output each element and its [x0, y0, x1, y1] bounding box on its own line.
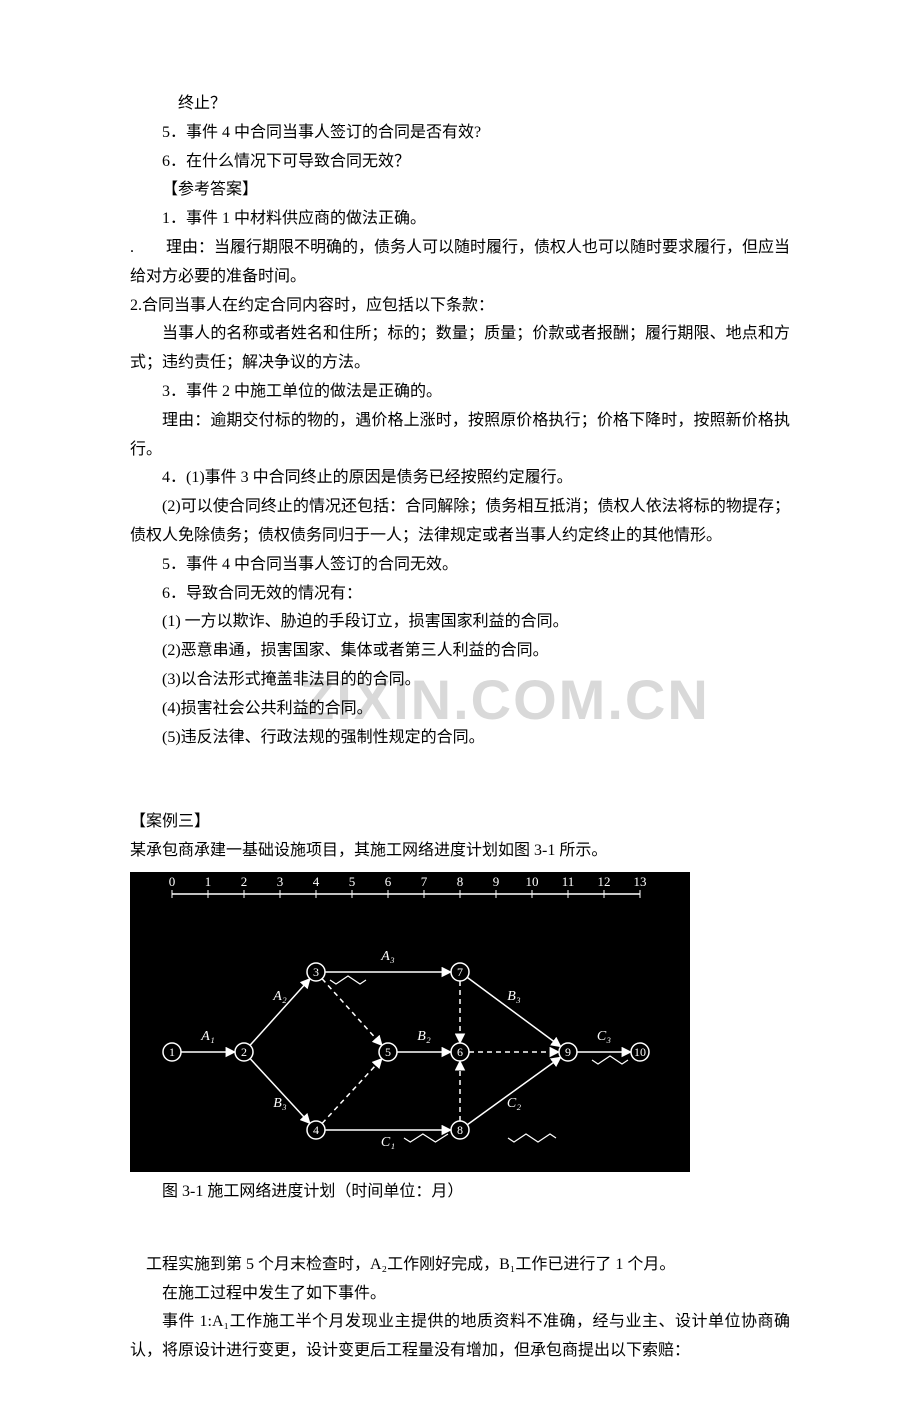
text-line: . 理由：当履行期限不明确的，债务人可以随时履行，债权人也可以随时要求履行，但应… [130, 234, 790, 292]
svg-text:4: 4 [313, 874, 320, 889]
svg-text:5: 5 [385, 1045, 391, 1059]
svg-text:6: 6 [385, 874, 392, 889]
svg-text:6: 6 [457, 1045, 463, 1059]
text-line: (5)违反法律、行政法规的强制性规定的合同。 [130, 724, 790, 753]
svg-text:12: 12 [598, 874, 611, 889]
text-line: 理由：逾期交付标的物的，遇价格上涨时，按照原价格执行；价格下降时，按照新价格执行… [130, 407, 790, 465]
text-line: 5．事件 4 中合同当事人签订的合同是否有效? [130, 119, 790, 148]
svg-text:8: 8 [457, 1123, 463, 1137]
text-line: (3)以合法形式掩盖非法目的的合同。 [130, 666, 790, 695]
svg-text:11: 11 [562, 874, 575, 889]
text-line: 3．事件 2 中施工单位的做法是正确的。 [130, 378, 790, 407]
svg-text:13: 13 [634, 874, 647, 889]
svg-text:3: 3 [277, 874, 284, 889]
svg-text:C₁: C₁ [381, 1135, 395, 1150]
svg-text:C₃: C₃ [597, 1029, 611, 1044]
svg-text:0: 0 [169, 874, 176, 889]
svg-text:7: 7 [421, 874, 428, 889]
svg-text:7: 7 [457, 965, 463, 979]
text-line: 终止？ [130, 90, 790, 119]
svg-text:A₃: A₃ [380, 949, 395, 964]
svg-text:3: 3 [313, 965, 319, 979]
svg-text:10: 10 [634, 1045, 646, 1059]
text-line: 6．在什么情况下可导致合同无效？ [130, 148, 790, 177]
text-line: 2.合同当事人在约定合同内容时，应包括以下条款： [130, 292, 790, 321]
svg-text:A₁: A₁ [200, 1029, 214, 1044]
svg-text:2: 2 [241, 874, 248, 889]
text-line: (4)损害社会公共利益的合同。 [130, 695, 790, 724]
network-diagram-container: 012345678910111213A₁A₂A₃B₃B₃C₁C₂B₂C₃1234… [130, 872, 690, 1172]
section-heading: 【参考答案】 [130, 176, 790, 205]
svg-text:A₂: A₂ [272, 989, 287, 1004]
svg-text:10: 10 [526, 874, 539, 889]
text-line: 事件 1:A₁工作施工半个月发现业主提供的地质资料不准确，经与业主、设计单位协商… [130, 1308, 790, 1366]
text-line: 1．事件 1 中材料供应商的做法正确。 [130, 205, 790, 234]
case-title: 【案例三】 [130, 808, 790, 837]
svg-text:8: 8 [457, 874, 464, 889]
svg-text:4: 4 [313, 1123, 319, 1137]
svg-text:9: 9 [493, 874, 500, 889]
text-line: 6．导致合同无效的情况有： [130, 580, 790, 609]
text-line: 在施工过程中发生了如下事件。 [130, 1280, 790, 1309]
svg-text:B₃: B₃ [507, 989, 521, 1004]
svg-text:9: 9 [565, 1045, 571, 1059]
text-line: 4．(1)事件 3 中合同终止的原因是债务已经按照约定履行。 [130, 464, 790, 493]
svg-text:B₃: B₃ [273, 1096, 287, 1111]
svg-text:5: 5 [349, 874, 356, 889]
svg-text:1: 1 [169, 1045, 175, 1059]
text-line: 当事人的名称或者姓名和住所；标的；数量；质量；价款或者报酬；履行期限、地点和方式… [130, 320, 790, 378]
text-line: 工程实施到第 5 个月末检查时，A₂工作刚好完成，B₁工作已进行了 1 个月。 [130, 1251, 790, 1280]
svg-text:2: 2 [241, 1045, 247, 1059]
svg-text:1: 1 [205, 874, 212, 889]
text-line: (1) 一方以欺诈、胁迫的手段订立，损害国家利益的合同。 [130, 608, 790, 637]
svg-text:B₂: B₂ [417, 1029, 431, 1044]
network-diagram: 012345678910111213A₁A₂A₃B₃B₃C₁C₂B₂C₃1234… [130, 872, 690, 1172]
text-line: 某承包商承建一基础设施项目，其施工网络进度计划如图 3-1 所示。 [130, 837, 790, 866]
text-line: (2)可以使合同终止的情况还包括：合同解除；债务相互抵消；债权人依法将标的物提存… [130, 493, 790, 551]
text-line: 5．事件 4 中合同当事人签订的合同无效。 [130, 551, 790, 580]
text-line: (2)恶意串通，损害国家、集体或者第三人利益的合同。 [130, 637, 790, 666]
document-body: 终止？ 5．事件 4 中合同当事人签订的合同是否有效? 6．在什么情况下可导致合… [130, 90, 790, 1366]
svg-text:C₂: C₂ [507, 1096, 521, 1111]
figure-caption: 图 3-1 施工网络进度计划（时间单位：月） [130, 1178, 790, 1207]
